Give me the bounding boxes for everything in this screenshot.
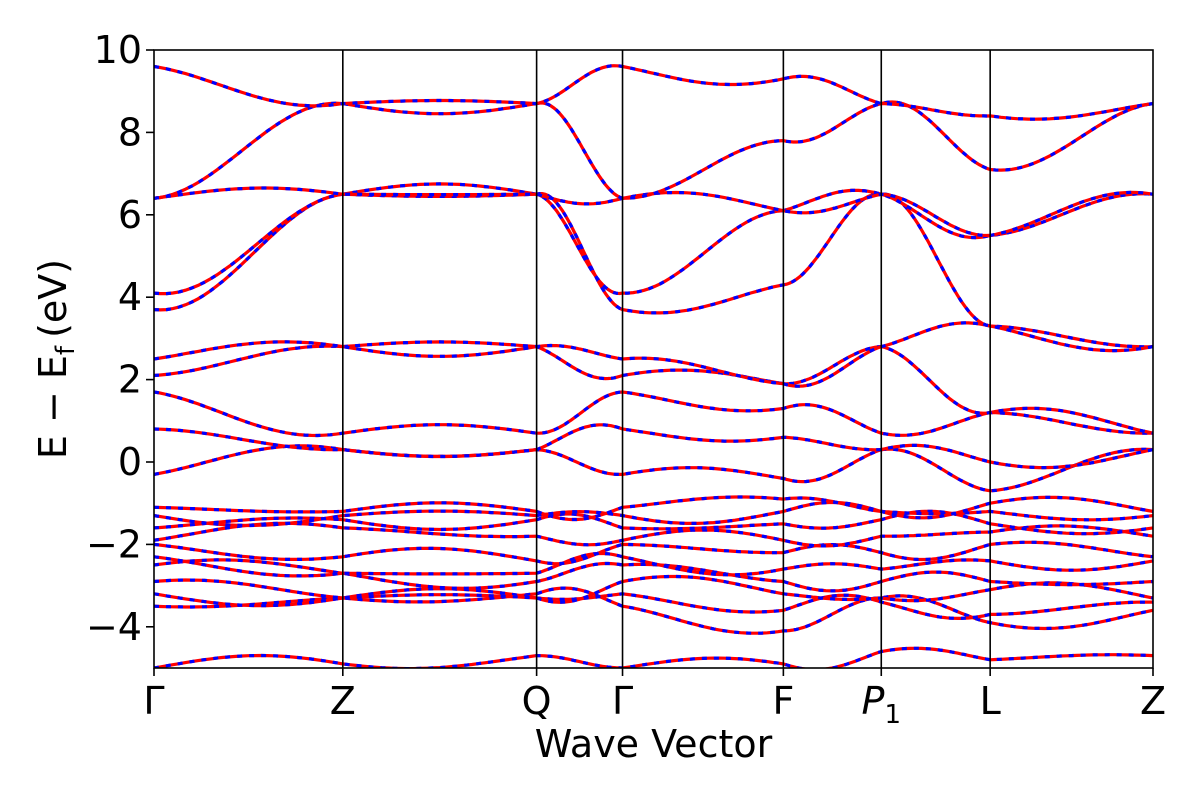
y-tick-label: 10 — [94, 28, 142, 72]
band-line-solid — [154, 340, 1153, 435]
y-tick-label: 6 — [118, 193, 142, 237]
band-line-dashed — [154, 551, 1153, 578]
y-tick-label: 8 — [118, 110, 142, 154]
band-line-dashed — [154, 186, 1153, 238]
band-line-dashed — [154, 586, 1153, 635]
x-axis: Γ Z Q Γ F P1 L Z — [143, 668, 1166, 730]
band-line-dashed — [154, 444, 1153, 493]
band-line-dashed — [154, 192, 1153, 353]
y-axis-title-unit: (eV) — [31, 259, 75, 338]
band-line-dashed — [154, 558, 1153, 593]
band-line-dashed — [154, 182, 1153, 296]
band-line-solid — [154, 500, 1153, 528]
band-line-solid — [154, 646, 1153, 668]
x-tick-label: L — [980, 679, 1001, 723]
band-line-dashed — [154, 521, 1153, 548]
y-axis-title-subscript: f — [51, 345, 81, 355]
y-axis: −4 −2 0 2 4 6 8 10 — [86, 28, 154, 649]
y-tick-label: 0 — [118, 440, 142, 484]
y-axis-title: E − Ef (eV) — [31, 259, 81, 459]
band-lines — [154, 64, 1153, 668]
band-line-dashed — [154, 540, 1153, 566]
band-line-dashed — [154, 390, 1153, 438]
band-line-dashed — [154, 509, 1153, 536]
x-tick-label: F — [772, 679, 794, 723]
x-tick-label: P1 — [862, 679, 901, 730]
x-tick-label: Z — [1140, 679, 1166, 723]
high-symmetry-lines — [342, 50, 991, 668]
y-tick-label: −2 — [86, 522, 142, 566]
band-line-dashed — [154, 64, 1153, 121]
band-line-dashed — [154, 321, 1153, 388]
band-line-dashed — [154, 574, 1153, 604]
band-line-dashed — [154, 423, 1153, 470]
x-tick-label: Γ — [143, 679, 164, 723]
band-line-dashed — [154, 100, 1153, 200]
x-axis-title: Wave Vector — [535, 722, 773, 766]
y-tick-label: 4 — [118, 275, 142, 319]
y-axis-title-main: E − E — [31, 355, 75, 459]
band-line-solid — [154, 495, 1153, 522]
x-tick-label: Q — [522, 679, 552, 723]
x-tick-label: Z — [330, 679, 356, 723]
y-tick-label: 2 — [118, 358, 142, 402]
band-line-solid — [154, 182, 1153, 296]
band-line-dashed — [154, 646, 1153, 668]
band-line-dashed — [154, 495, 1153, 522]
band-line-dashed — [154, 340, 1153, 435]
band-line-solid — [154, 321, 1153, 388]
plot-frame — [153, 49, 1154, 669]
x-tick-label: Γ — [612, 679, 633, 723]
band-line-dashed — [154, 587, 1153, 621]
y-tick-label: −4 — [86, 605, 142, 649]
